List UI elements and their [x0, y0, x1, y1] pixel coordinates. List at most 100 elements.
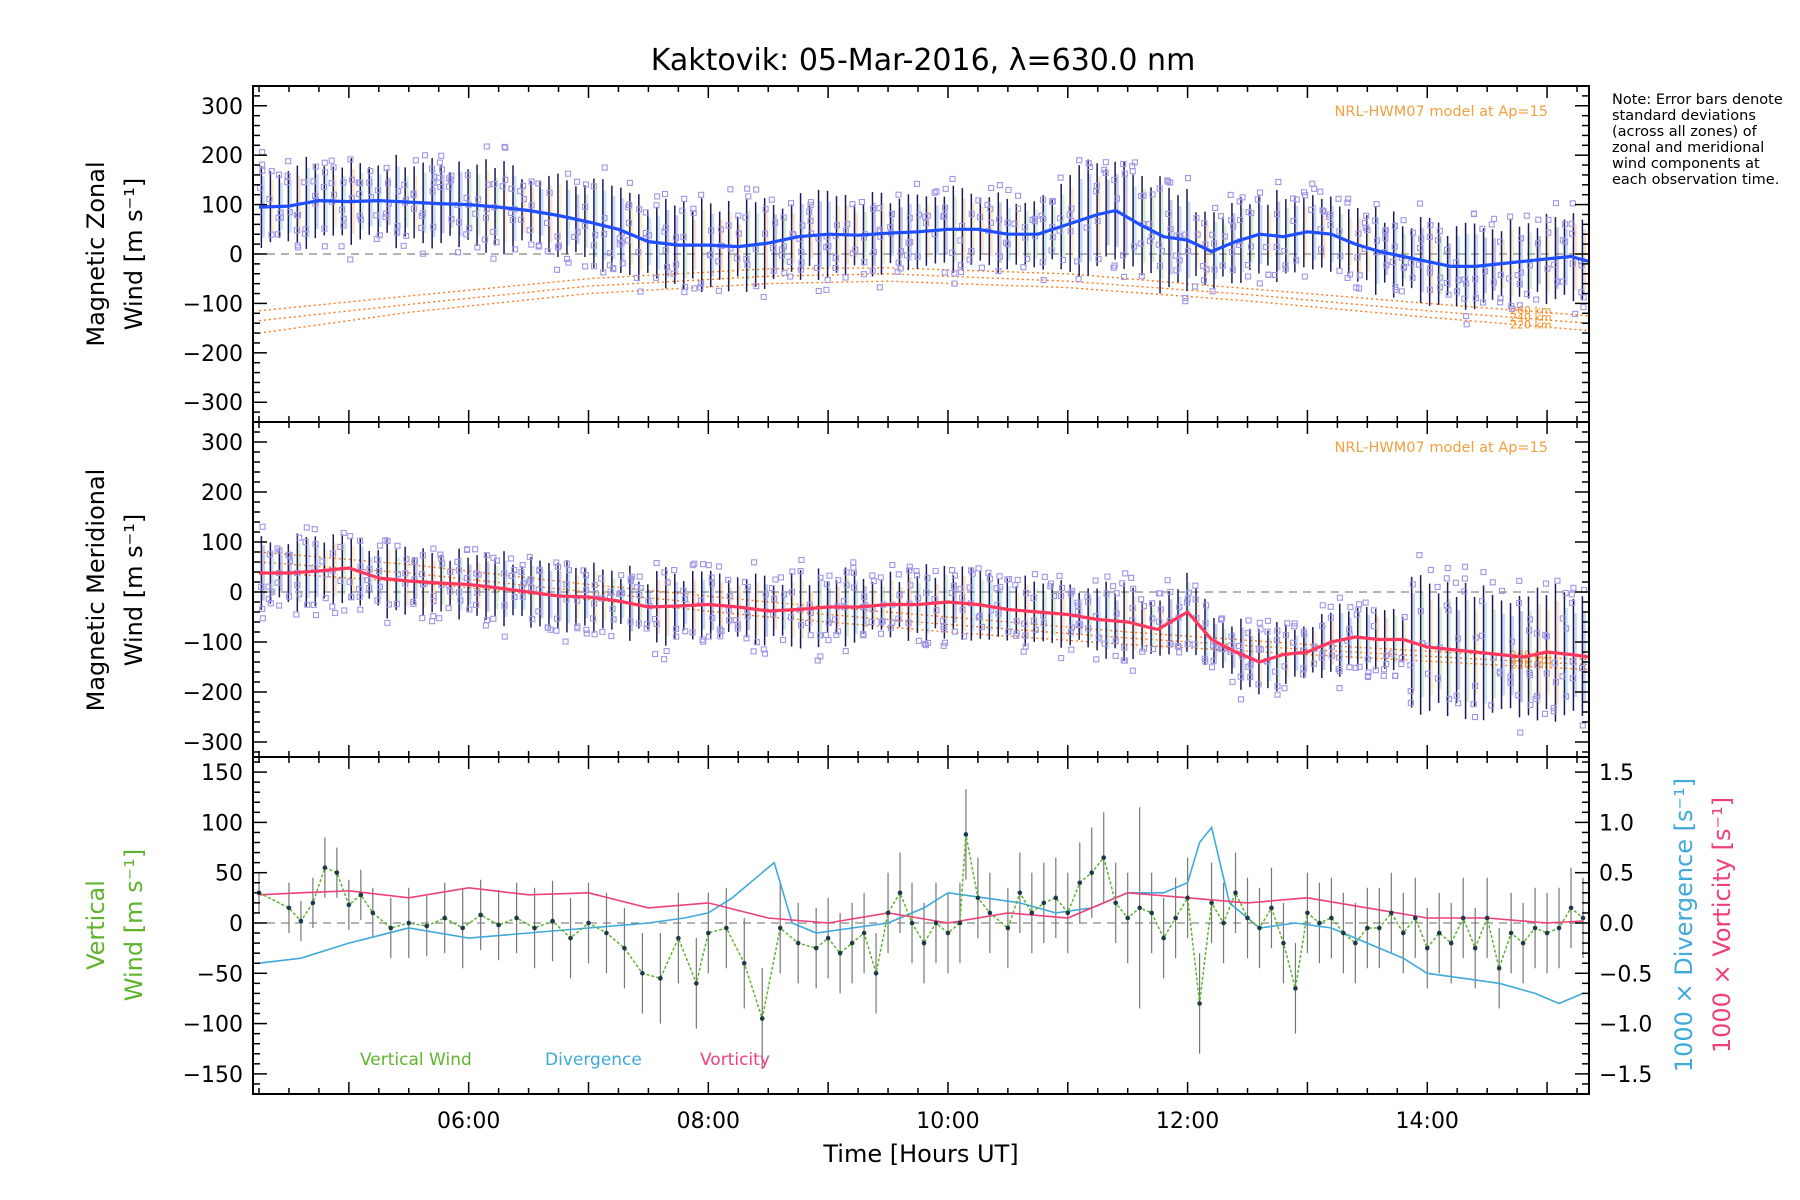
zone-sample: [500, 570, 507, 577]
zone-sample: [373, 235, 380, 242]
zone-sample: [760, 293, 767, 301]
zone-sample: [697, 597, 705, 604]
zone-sample: [1031, 571, 1038, 578]
zone-sample: [401, 181, 408, 188]
zone-sample: [1562, 221, 1569, 228]
zone-sample: [267, 600, 274, 607]
vertical-wind-point: [706, 930, 711, 936]
zone-sample: [312, 611, 320, 619]
zone-sample: [697, 284, 704, 291]
zone-sample: [1086, 163, 1093, 171]
zone-sample: [269, 588, 276, 595]
zone-sample: [1452, 579, 1459, 586]
y-tick-label: 300: [201, 431, 243, 456]
zone-sample: [1526, 262, 1534, 269]
zone-sample: [1075, 620, 1082, 628]
y-tick-label: 100: [201, 194, 243, 219]
meridional-ylabel-1: Magnetic Meridional: [82, 469, 110, 712]
zone-sample: [1382, 235, 1389, 242]
zone-sample: [726, 617, 733, 624]
zone-sample: [1516, 577, 1523, 584]
zone-sample: [726, 593, 733, 600]
zone-sample: [1436, 227, 1443, 234]
zone-sample: [445, 183, 452, 190]
x-tick-label: 10:00: [916, 1109, 979, 1134]
zone-sample: [1444, 564, 1451, 572]
vertical-wind-point: [550, 918, 555, 924]
meridional-model-label: NRL-HWM07 model at Ap=15: [1335, 440, 1548, 456]
zone-sample: [725, 576, 732, 583]
vertical-wind-point: [1353, 940, 1358, 946]
zone-sample: [356, 593, 363, 600]
zone-sample: [257, 184, 264, 191]
zone-sample: [1263, 243, 1270, 251]
zone-sample: [302, 539, 309, 546]
zone-sample: [842, 648, 849, 655]
zone-sample: [1370, 607, 1377, 614]
zone-sample: [258, 583, 265, 590]
zone-sample: [1392, 286, 1399, 293]
zone-sample: [490, 228, 497, 235]
zone-sample: [661, 190, 669, 198]
zone-sample: [419, 552, 426, 559]
zone-sample: [1497, 299, 1504, 306]
zone-sample: [536, 567, 543, 574]
vertical-wind-point: [1233, 890, 1238, 896]
zone-sample: [1112, 652, 1119, 660]
zone-sample: [340, 222, 347, 229]
zone-sample: [968, 567, 975, 574]
zone-sample: [642, 209, 649, 216]
zone-sample: [490, 615, 497, 622]
vertical-wind-point: [424, 923, 430, 929]
zone-sample: [445, 604, 452, 612]
zone-sample: [1281, 663, 1288, 670]
zone-sample: [1245, 273, 1252, 280]
zone-sample: [894, 268, 901, 275]
zone-sample: [565, 567, 572, 574]
zone-sample: [1382, 227, 1389, 234]
zone-sample: [1102, 169, 1109, 177]
zone-sample: [762, 230, 769, 237]
y-tick-label: −50: [197, 962, 243, 987]
zone-sample: [1461, 575, 1468, 582]
zone-sample: [430, 223, 437, 230]
zone-sample: [1157, 606, 1164, 613]
zone-sample: [753, 639, 760, 646]
zone-sample: [1550, 705, 1557, 712]
zone-sample: [1121, 170, 1128, 177]
zone-sample: [373, 212, 380, 219]
x-tick-label: 08:00: [677, 1109, 740, 1134]
zone-sample: [708, 574, 715, 581]
zone-sample: [1236, 198, 1243, 205]
zone-sample: [1202, 658, 1209, 665]
zone-sample: [1543, 633, 1550, 640]
zone-sample: [922, 219, 929, 226]
zone-sample: [259, 523, 266, 530]
zone-sample: [807, 202, 814, 209]
zone-sample: [1545, 229, 1552, 236]
zone-sample: [1471, 713, 1479, 721]
vertical-wind-point: [1329, 915, 1334, 921]
zone-sample: [1265, 271, 1272, 278]
zone-sample: [301, 179, 308, 186]
zone-sample: [1203, 602, 1210, 609]
zone-sample: [1335, 654, 1342, 661]
zone-sample: [1256, 189, 1264, 196]
zone-sample: [732, 617, 739, 624]
zone-sample: [948, 249, 956, 256]
zone-sample: [321, 243, 328, 250]
zone-sample: [508, 185, 515, 192]
zone-sample: [1005, 628, 1012, 635]
zone-sample: [825, 637, 832, 644]
zone-sample: [1149, 615, 1156, 622]
zone-sample: [609, 605, 616, 613]
zone-sample: [1174, 642, 1181, 649]
zone-sample: [643, 625, 650, 632]
zone-sample: [960, 633, 968, 640]
zone-sample: [463, 231, 470, 238]
vertical-wind-point: [1161, 935, 1166, 941]
zone-sample: [1407, 688, 1414, 695]
zone-sample: [1014, 205, 1022, 212]
zone-sample: [329, 603, 336, 610]
zone-sample: [996, 573, 1003, 580]
